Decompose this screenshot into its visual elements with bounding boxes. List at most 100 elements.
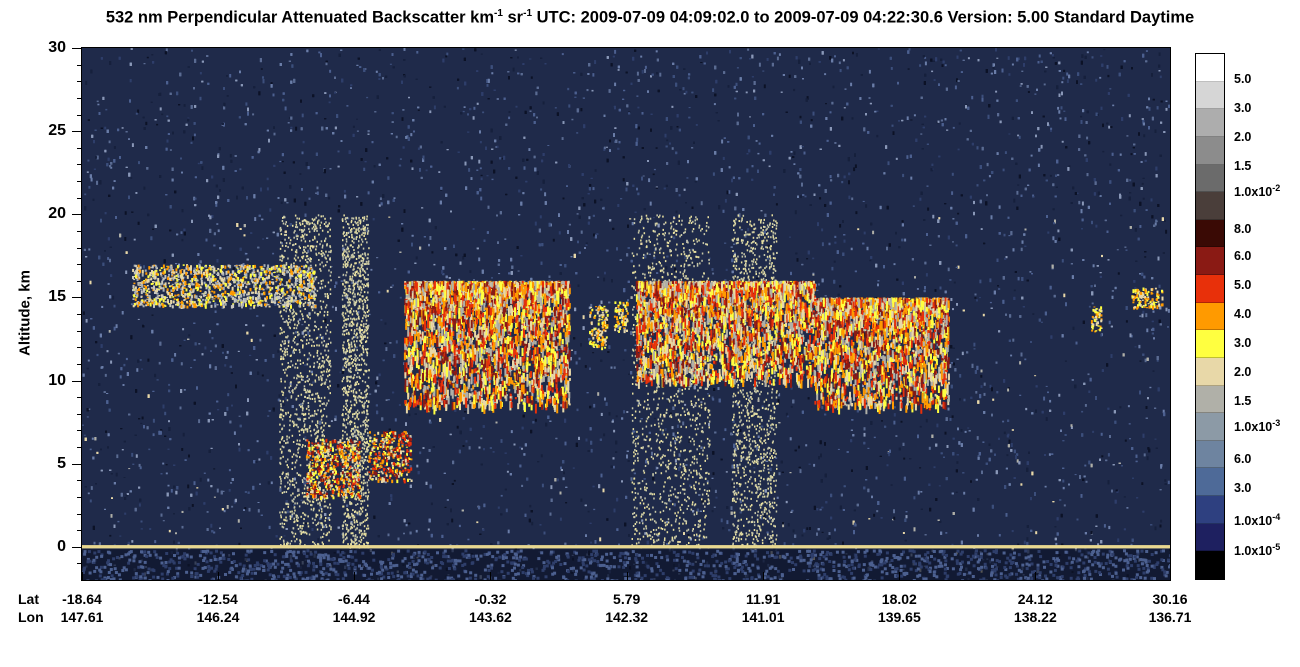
y-minor-tick xyxy=(77,198,82,199)
lon-tick-label: 136.71 xyxy=(1130,609,1210,625)
lat-tick-label: 11.91 xyxy=(723,591,803,607)
y-minor-tick xyxy=(77,497,82,498)
lat-tick-label: 30.16 xyxy=(1130,591,1210,607)
y-minor-tick xyxy=(77,81,82,82)
colorbar-label: 3.0 xyxy=(1234,481,1251,495)
cloud-feature-surface xyxy=(82,545,1170,548)
x-tick-mark xyxy=(354,572,355,580)
y-minor-tick xyxy=(77,98,82,99)
x-axis-row-label-lat: Lat xyxy=(18,591,39,607)
colorbar-label: 3.0 xyxy=(1234,101,1251,115)
lon-tick-label: 147.61 xyxy=(42,609,122,625)
y-minor-tick xyxy=(77,331,82,332)
y-axis: 0 5 10 15 20 25 30 xyxy=(0,0,82,667)
lat-tick-label: 5.79 xyxy=(587,591,667,607)
x-tick-mark xyxy=(1170,572,1171,580)
colorbar-label: 1.0x10-4 xyxy=(1234,510,1280,528)
colorbar-label: 1.5 xyxy=(1234,159,1251,173)
colorbar-swatch xyxy=(1196,137,1224,165)
colorbar-swatch xyxy=(1196,441,1224,469)
x-tick-mark xyxy=(627,572,628,580)
y-minor-tick xyxy=(77,264,82,265)
y-tick-mark xyxy=(72,297,82,298)
y-minor-tick xyxy=(77,430,82,431)
colorbar-swatch xyxy=(1196,303,1224,331)
colorbar-swatch xyxy=(1196,496,1224,524)
y-minor-tick xyxy=(77,231,82,232)
lat-tick-label: -12.54 xyxy=(178,591,258,607)
y-minor-tick xyxy=(77,364,82,365)
colorbar-label: 6.0 xyxy=(1234,249,1251,263)
x-tick-mark xyxy=(899,572,900,580)
y-minor-tick xyxy=(77,563,82,564)
y-tick-label: 25 xyxy=(4,123,66,139)
y-minor-tick xyxy=(77,347,82,348)
y-minor-tick xyxy=(77,414,82,415)
y-tick-mark xyxy=(72,381,82,382)
colorbar-label: 1.5 xyxy=(1234,394,1251,408)
colorbar-label: 1.0x10-3 xyxy=(1234,416,1280,434)
colorbar-label: 5.0 xyxy=(1234,278,1251,292)
colorbar-swatch xyxy=(1196,386,1224,414)
y-minor-tick xyxy=(77,281,82,282)
lon-tick-label: 144.92 xyxy=(314,609,394,625)
colorbar-swatch xyxy=(1196,275,1224,303)
x-tick-mark xyxy=(82,572,83,580)
colorbar-swatch xyxy=(1196,165,1224,193)
y-tick-label: 20 xyxy=(4,206,66,222)
y-tick-mark xyxy=(72,214,82,215)
colorbar-swatch xyxy=(1196,413,1224,441)
colorbar-swatch xyxy=(1196,247,1224,275)
colorbar-label: 8.0 xyxy=(1234,222,1251,236)
y-tick-mark xyxy=(72,547,82,548)
lon-tick-label: 141.01 xyxy=(723,609,803,625)
x-tick-mark xyxy=(1035,572,1036,580)
colorbar-swatch xyxy=(1196,82,1224,110)
lat-tick-label: 18.02 xyxy=(859,591,939,607)
colorbar xyxy=(1195,53,1225,580)
y-minor-tick xyxy=(77,115,82,116)
y-minor-tick xyxy=(77,397,82,398)
x-axis-row-label-lon: Lon xyxy=(18,609,44,625)
backscatter-heatmap xyxy=(82,48,1170,580)
y-tick-mark xyxy=(72,464,82,465)
y-minor-tick xyxy=(77,514,82,515)
y-minor-tick xyxy=(77,314,82,315)
colorbar-swatch xyxy=(1196,551,1224,579)
chart-title: 532 nm Perpendicular Attenuated Backscat… xyxy=(0,8,1300,28)
y-minor-tick xyxy=(77,447,82,448)
colorbar-label: 6.0 xyxy=(1234,452,1251,466)
colorbar-label: 2.0 xyxy=(1234,365,1251,379)
colorbar-swatch xyxy=(1196,358,1224,386)
lat-tick-label: -18.64 xyxy=(42,591,122,607)
y-minor-tick xyxy=(77,148,82,149)
lon-tick-label: 138.22 xyxy=(995,609,1075,625)
colorbar-swatch xyxy=(1196,109,1224,137)
y-tick-label: 30 xyxy=(4,40,66,56)
y-minor-tick xyxy=(77,65,82,66)
lon-tick-label: 142.32 xyxy=(587,609,667,625)
colorbar-swatch xyxy=(1196,220,1224,248)
y-minor-tick xyxy=(77,181,82,182)
x-tick-mark xyxy=(218,572,219,580)
y-axis-label: Altitude, km xyxy=(17,270,34,356)
colorbar-label: 4.0 xyxy=(1234,307,1251,321)
lon-tick-label: 139.65 xyxy=(859,609,939,625)
colorbar-label: 2.0 xyxy=(1234,130,1251,144)
y-tick-label: 5 xyxy=(4,456,66,472)
lon-tick-label: 143.62 xyxy=(450,609,530,625)
colorbar-label: 1.0x10-5 xyxy=(1234,540,1280,558)
lon-tick-label: 146.24 xyxy=(178,609,258,625)
colorbar-swatch xyxy=(1196,330,1224,358)
y-tick-label: 10 xyxy=(4,373,66,389)
y-minor-tick xyxy=(77,248,82,249)
y-tick-mark xyxy=(72,48,82,49)
y-tick-label: 0 xyxy=(4,539,66,555)
plot-area xyxy=(82,48,1170,580)
y-minor-tick xyxy=(77,480,82,481)
colorbar-label: 5.0 xyxy=(1234,72,1251,86)
y-minor-tick xyxy=(77,530,82,531)
y-minor-tick xyxy=(77,164,82,165)
colorbar-label: 1.0x10-2 xyxy=(1234,181,1280,199)
colorbar-swatch xyxy=(1196,192,1224,220)
